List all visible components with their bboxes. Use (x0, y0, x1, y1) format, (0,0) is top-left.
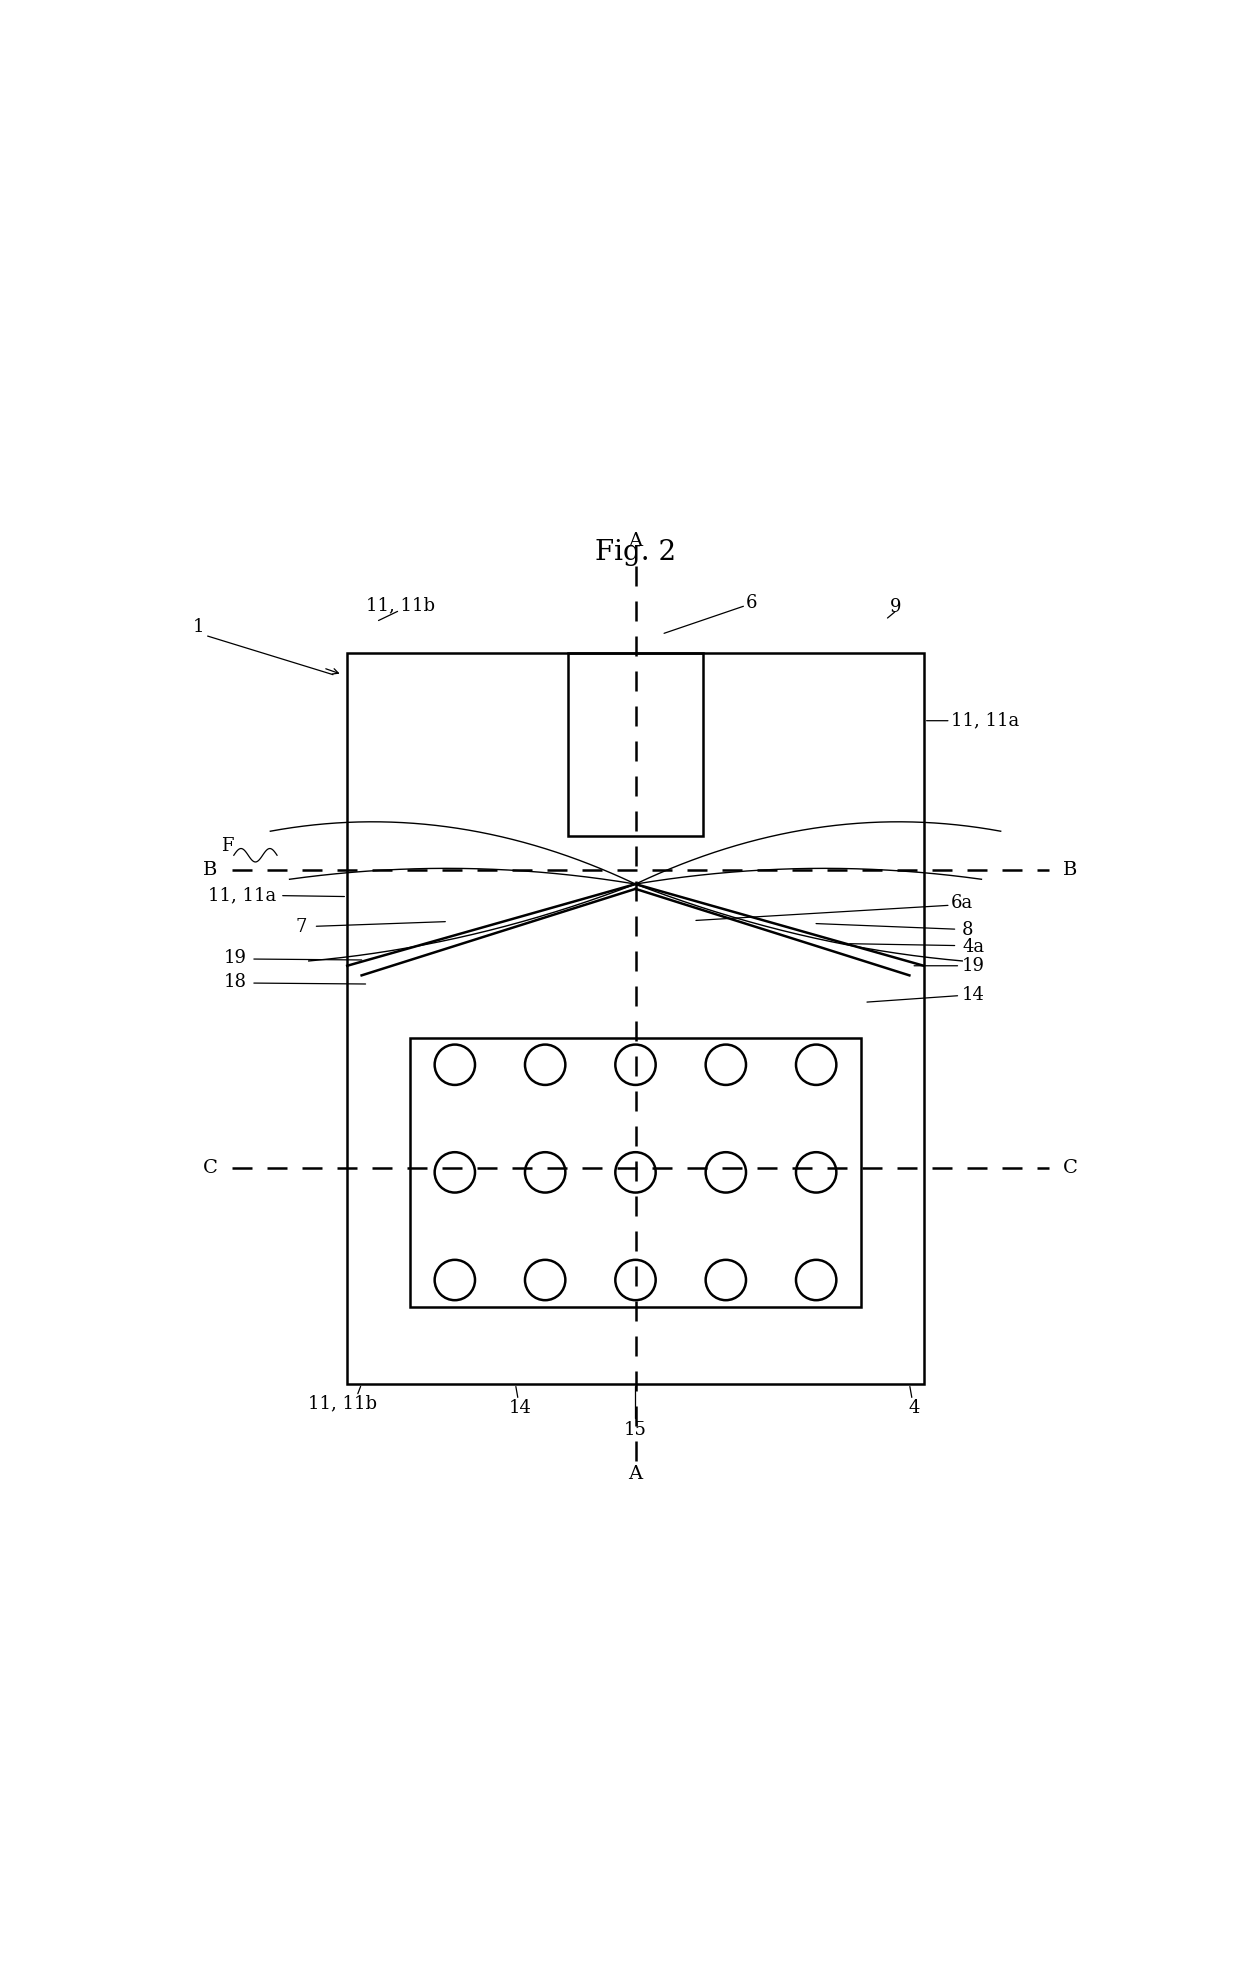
Text: 19: 19 (962, 956, 986, 976)
Text: C: C (202, 1158, 217, 1178)
Text: 6a: 6a (951, 895, 973, 912)
Bar (347, 653, 924, 1383)
Text: B: B (1063, 861, 1078, 879)
Text: A: A (629, 1466, 642, 1484)
Text: C: C (1063, 1158, 1078, 1178)
Text: 14: 14 (508, 1399, 532, 1417)
Text: 11, 11b: 11, 11b (366, 596, 434, 613)
Text: 8: 8 (962, 920, 973, 940)
Text: F: F (221, 837, 233, 855)
Text: A: A (629, 532, 642, 550)
Text: 4: 4 (909, 1399, 920, 1417)
Text: 11, 11a: 11, 11a (208, 887, 277, 904)
Text: 1: 1 (192, 617, 205, 635)
Text: 19: 19 (223, 950, 247, 968)
Bar (568, 653, 703, 835)
Text: 14: 14 (962, 986, 985, 1003)
Text: 4a: 4a (962, 938, 985, 956)
Text: 11, 11a: 11, 11a (951, 712, 1019, 730)
Text: 6: 6 (746, 594, 758, 612)
Text: 9: 9 (890, 598, 901, 615)
Text: 15: 15 (624, 1421, 647, 1439)
Text: 7: 7 (295, 918, 306, 936)
Text: Fig. 2: Fig. 2 (595, 538, 676, 566)
Text: 11, 11b: 11, 11b (308, 1393, 377, 1411)
Text: B: B (203, 861, 217, 879)
Bar (409, 1037, 862, 1306)
Text: 18: 18 (223, 974, 247, 991)
